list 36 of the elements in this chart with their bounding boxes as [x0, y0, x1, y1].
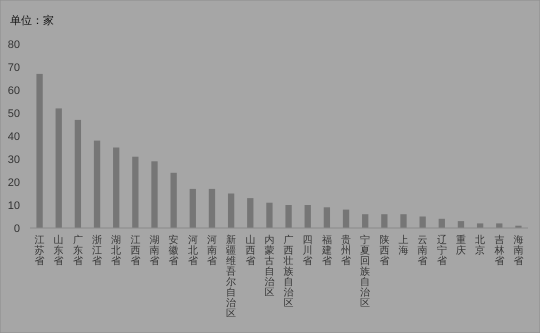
x-tick-label: 海南省 — [513, 234, 524, 267]
x-tick-label: 辽宁省 — [436, 234, 447, 267]
x-tick-label: 上海 — [398, 234, 408, 256]
x-tick-label: 陕西省 — [379, 234, 390, 267]
x-tick-label: 山西省 — [245, 234, 256, 267]
y-tick-label: 10 — [8, 200, 20, 212]
y-tick-label: 20 — [8, 177, 20, 189]
ylabel: 单位：家 — [10, 15, 54, 27]
x-tick-label: 北京 — [475, 234, 486, 256]
x-tick-label: 山东省 — [54, 234, 64, 267]
x-tick-label: 新疆维吾尔自治区 — [226, 234, 236, 320]
x-tick-label: 广东省 — [72, 234, 83, 267]
x-tick-label: 宁夏回族自治区 — [360, 234, 370, 309]
x-tick-label: 河南省 — [206, 234, 217, 267]
y-tick-label: 30 — [8, 154, 20, 166]
x-tick-label: 江西省 — [130, 234, 140, 267]
x-tick-label: 江苏省 — [34, 234, 45, 267]
x-tick-label: 内蒙古自治区 — [264, 234, 274, 298]
y-tick-label: 70 — [8, 62, 20, 74]
x-tick-label: 浙江省 — [92, 234, 102, 267]
y-tick-label: 0 — [14, 223, 20, 235]
x-tick-label: 云南省 — [418, 235, 428, 267]
x-tick-label: 广西壮族自治区 — [282, 234, 294, 309]
y-tick-label: 80 — [8, 39, 20, 51]
x-tick-label: 安徽省 — [168, 234, 179, 267]
x-tick-label: 福建省 — [320, 234, 332, 267]
x-tick-label: 重庆 — [456, 234, 466, 256]
x-tick-label: 河北省 — [188, 234, 198, 267]
y-tick-label: 60 — [8, 85, 20, 97]
x-tick-label: 湖北省 — [111, 234, 122, 267]
x-tick-label: 湖南省 — [150, 234, 160, 267]
y-tick-label: 40 — [8, 131, 20, 143]
x-tick-label: 四川省 — [302, 235, 313, 267]
y-tick-label: 50 — [8, 108, 20, 120]
x-tick-label: 贵州省 — [341, 234, 352, 267]
x-tick-label: 吉林省 — [493, 234, 504, 267]
